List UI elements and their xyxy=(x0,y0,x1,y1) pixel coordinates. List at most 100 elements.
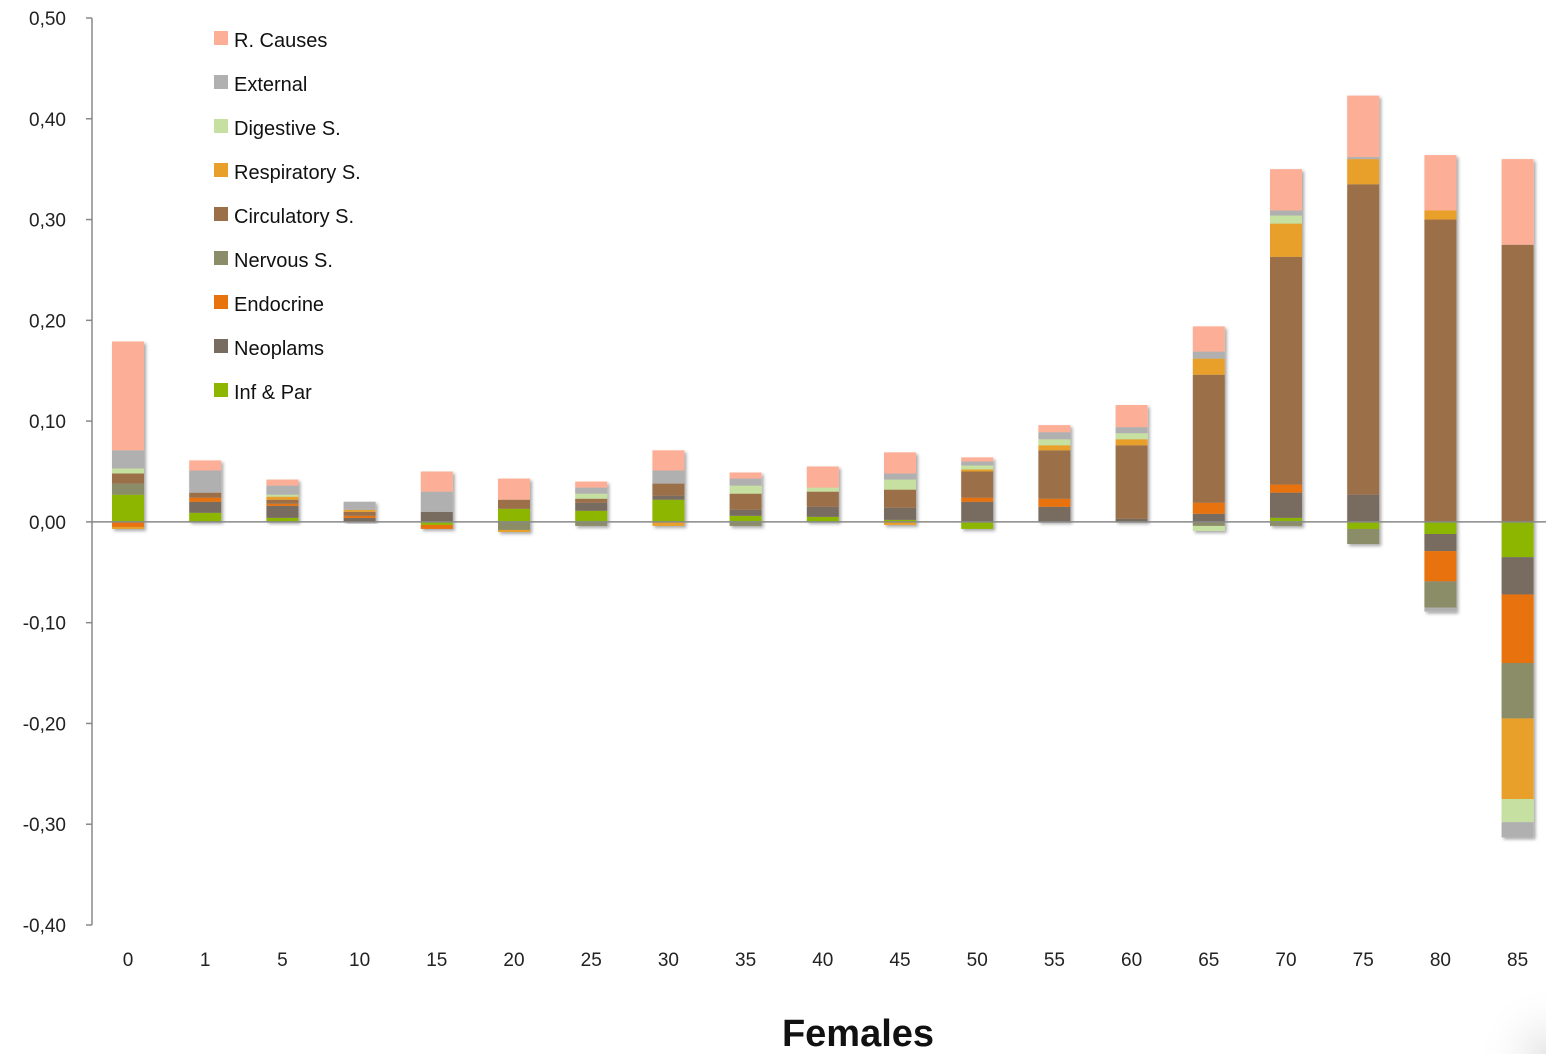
bar-segment xyxy=(884,521,916,525)
bar-segment xyxy=(1347,528,1380,545)
bar-segment xyxy=(1270,517,1302,522)
legend-swatch xyxy=(214,383,228,397)
x-tick-label: 70 xyxy=(1275,950,1296,971)
bar-segment xyxy=(189,512,222,522)
x-tick-label: 50 xyxy=(967,950,988,971)
bar-segment xyxy=(1424,607,1457,612)
bar-segment xyxy=(189,497,222,502)
y-tick-label: 0,50 xyxy=(29,9,66,30)
bar-segment xyxy=(1192,521,1225,526)
bar-segment xyxy=(498,499,530,509)
bar-segment xyxy=(266,517,299,522)
bar-segment xyxy=(1270,484,1302,493)
x-tick-label: 15 xyxy=(426,950,447,971)
bar-segment xyxy=(1038,432,1071,440)
bar-segment xyxy=(1424,581,1457,608)
bar-segment xyxy=(420,471,453,492)
legend-label: Nervous S. xyxy=(234,250,333,272)
bar-segment xyxy=(806,491,839,507)
bar-segment xyxy=(884,489,916,508)
y-tick-label: -0,30 xyxy=(23,815,66,836)
bar-segment xyxy=(1270,223,1302,257)
bar-segment xyxy=(961,461,994,466)
bar-segment xyxy=(112,494,144,522)
bar-segment xyxy=(729,515,762,522)
x-tick-label: 5 xyxy=(277,950,288,971)
bar-segment xyxy=(575,521,608,526)
x-tick-label: 60 xyxy=(1121,950,1142,971)
bar-stack xyxy=(343,501,376,522)
bar-segment xyxy=(1038,450,1071,499)
x-tick-label: 10 xyxy=(349,950,370,971)
legend-label: Circulatory S. xyxy=(234,206,354,228)
bar-segment xyxy=(729,521,762,526)
bar-stack xyxy=(112,341,144,529)
legend-swatch xyxy=(214,295,228,309)
y-tick-label: 0,20 xyxy=(29,311,66,332)
bar-segment xyxy=(498,478,530,500)
bar-stack xyxy=(1424,155,1457,612)
x-tick-label: 20 xyxy=(503,950,524,971)
bar-stack xyxy=(1347,95,1380,545)
bar-segment xyxy=(1038,425,1071,433)
bar-segment xyxy=(1192,351,1225,359)
bar-segment xyxy=(1347,521,1380,529)
x-tick-label: 0 xyxy=(123,950,134,971)
y-tick-label: -0,20 xyxy=(23,714,66,735)
legend-item: Nervous S. xyxy=(214,250,333,272)
bar-segment xyxy=(729,478,762,486)
bar-segment xyxy=(652,521,685,526)
bar-stack xyxy=(498,478,530,532)
bar-segment xyxy=(1038,506,1071,522)
x-tick-label: 40 xyxy=(812,950,833,971)
bar-segment xyxy=(112,473,144,484)
bar-segment xyxy=(961,501,994,522)
bar-segment xyxy=(652,483,685,496)
bar-segment xyxy=(1501,594,1534,663)
bar-segment xyxy=(729,509,762,516)
bar-stack xyxy=(1270,169,1302,526)
bar-segment xyxy=(884,452,916,474)
bar-segment xyxy=(1115,439,1148,446)
bar-segment xyxy=(1270,492,1302,518)
bar-segment xyxy=(884,479,916,490)
bar-segment xyxy=(266,499,299,504)
bar-segment xyxy=(1192,502,1225,514)
y-tick-label: -0,10 xyxy=(23,614,66,635)
bar-segment xyxy=(1501,244,1534,522)
legend-item: R. Causes xyxy=(214,30,327,52)
bar-segment xyxy=(1038,498,1071,507)
x-tick-label: 35 xyxy=(735,950,756,971)
bar-segment xyxy=(343,511,376,516)
bar-segment xyxy=(420,524,453,529)
y-tick-label: 0,10 xyxy=(29,412,66,433)
bar-segment xyxy=(266,479,299,486)
bar-segment xyxy=(652,450,685,471)
bar-segment xyxy=(1192,513,1225,522)
bar-segment xyxy=(575,487,608,494)
bar-segment xyxy=(1038,445,1071,451)
bars-layer xyxy=(112,95,1534,838)
bar-stack xyxy=(884,452,916,525)
bar-segment xyxy=(189,492,222,498)
bar-segment xyxy=(498,521,530,530)
y-tick-label: 0,30 xyxy=(29,211,66,232)
legend-swatch xyxy=(214,251,228,265)
bar-segment xyxy=(498,508,530,522)
bar-segment xyxy=(575,498,608,503)
legend-item: Respiratory S. xyxy=(214,162,361,184)
legend-label: Digestive S. xyxy=(234,118,341,140)
bar-segment xyxy=(343,515,376,518)
x-tick-label: 1 xyxy=(200,950,211,971)
bar-segment xyxy=(1501,159,1534,245)
legend-label: Inf & Par xyxy=(234,382,312,404)
legend-label: External xyxy=(234,74,307,96)
bar-segment xyxy=(1270,256,1302,485)
x-tick-label: 65 xyxy=(1198,950,1219,971)
bar-segment xyxy=(112,341,144,451)
bar-segment xyxy=(1347,157,1380,160)
bar-segment xyxy=(961,521,994,529)
legend-swatch xyxy=(214,75,228,89)
